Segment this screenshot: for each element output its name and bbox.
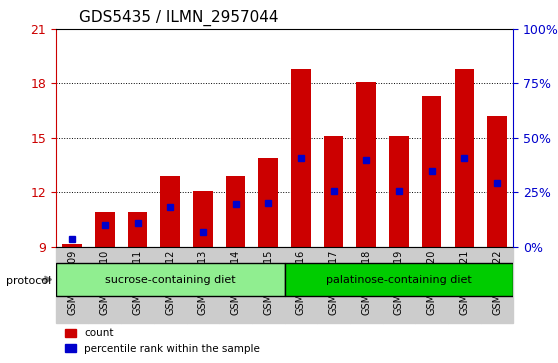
Bar xyxy=(422,96,441,247)
Bar xyxy=(226,176,246,247)
FancyBboxPatch shape xyxy=(56,263,285,296)
Bar xyxy=(121,247,154,323)
Bar xyxy=(160,176,180,247)
Text: GDS5435 / ILMN_2957044: GDS5435 / ILMN_2957044 xyxy=(79,10,278,26)
Bar xyxy=(350,247,383,323)
Bar xyxy=(383,247,415,323)
Bar xyxy=(291,69,311,247)
Bar xyxy=(252,247,285,323)
Bar xyxy=(448,247,480,323)
Bar xyxy=(154,247,186,323)
Legend: count, percentile rank within the sample: count, percentile rank within the sample xyxy=(61,324,264,358)
Bar xyxy=(389,136,409,247)
Bar xyxy=(219,247,252,323)
Bar xyxy=(95,212,114,247)
Bar xyxy=(357,82,376,247)
Bar xyxy=(193,191,213,247)
Text: sucrose-containing diet: sucrose-containing diet xyxy=(105,274,235,285)
Bar xyxy=(324,136,343,247)
Bar xyxy=(480,247,513,323)
Bar xyxy=(258,158,278,247)
Bar xyxy=(415,247,448,323)
Text: palatinose-containing diet: palatinose-containing diet xyxy=(326,274,472,285)
Bar xyxy=(285,247,318,323)
Bar xyxy=(89,247,121,323)
Bar xyxy=(186,247,219,323)
Bar xyxy=(56,247,89,323)
Bar xyxy=(487,116,507,247)
Bar xyxy=(318,247,350,323)
Bar xyxy=(128,212,147,247)
Text: protocol: protocol xyxy=(6,276,51,286)
Bar xyxy=(62,244,82,247)
Bar xyxy=(455,69,474,247)
FancyBboxPatch shape xyxy=(285,263,513,296)
